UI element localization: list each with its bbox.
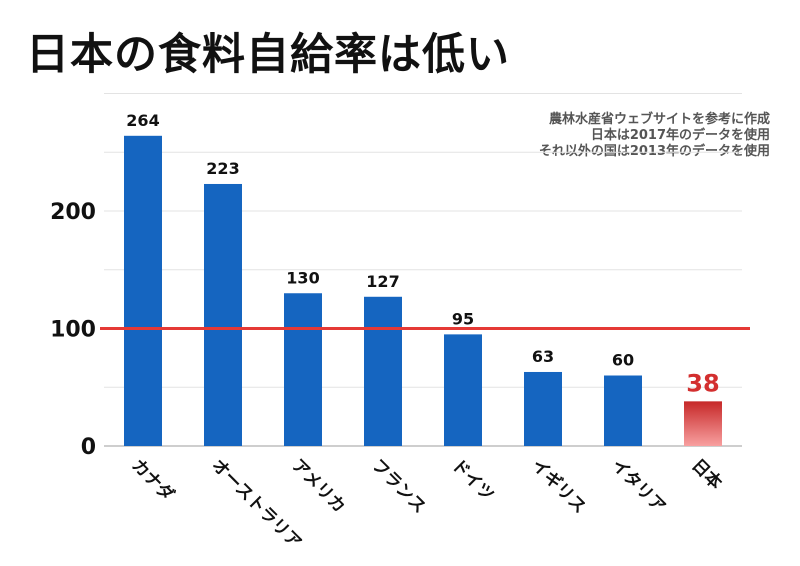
source-note-line: それ以外の国は2013年のデータを使用 xyxy=(538,144,770,159)
bar-highlight xyxy=(684,401,722,446)
category-label: アメリカ xyxy=(287,455,349,517)
data-label: 60 xyxy=(612,351,634,370)
data-label: 95 xyxy=(452,309,474,328)
bar xyxy=(364,296,402,446)
source-note-line: 農林水産省ウェブサイトを参考に作成 xyxy=(548,112,770,127)
data-label: 130 xyxy=(286,268,319,287)
data-label: 38 xyxy=(686,369,719,397)
category-label: フランス xyxy=(367,455,429,517)
category-label: イギリス xyxy=(527,455,589,517)
y-tick-label: 0 xyxy=(81,435,96,460)
y-tick-label: 100 xyxy=(50,318,96,343)
source-note-line: 日本は2017年のデータを使用 xyxy=(590,128,770,143)
category-label: ドイツ xyxy=(447,455,497,505)
bar xyxy=(204,183,242,446)
bar xyxy=(124,135,162,447)
y-tick-label: 200 xyxy=(50,200,96,225)
bar xyxy=(524,371,562,446)
bar xyxy=(444,334,482,446)
data-label: 127 xyxy=(366,272,399,291)
data-label: 63 xyxy=(532,347,554,366)
data-label: 264 xyxy=(126,111,159,130)
category-label: イタリア xyxy=(607,455,669,517)
bar xyxy=(604,375,642,446)
category-label: 日本 xyxy=(687,455,726,494)
data-label: 223 xyxy=(206,159,239,178)
chart-title: 日本の食料自給率は低い xyxy=(26,30,510,80)
source-note: 農林水産省ウェブサイトを参考に作成 日本は2017年のデータを使用 それ以外の国… xyxy=(539,112,770,160)
bar xyxy=(284,293,322,446)
category-label: カナダ xyxy=(127,455,178,506)
